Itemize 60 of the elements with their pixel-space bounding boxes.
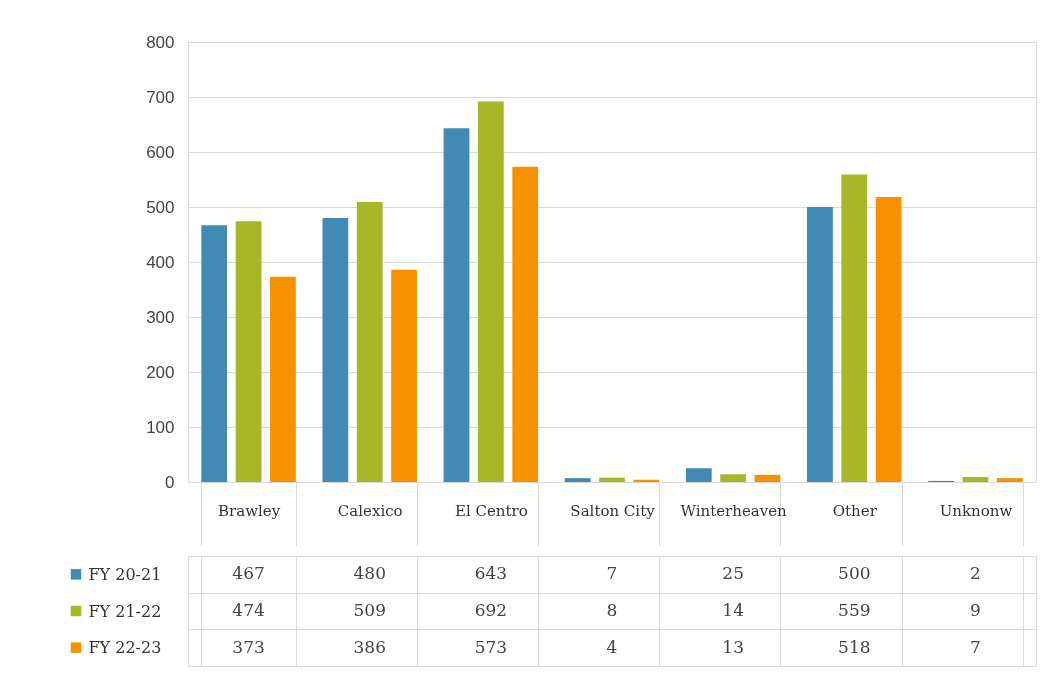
data-label: 500 bbox=[838, 563, 871, 584]
data-label: 9 bbox=[970, 600, 981, 620]
bar bbox=[720, 474, 747, 482]
data-label: 518 bbox=[838, 636, 871, 657]
y-tick-label: 500 bbox=[146, 197, 175, 217]
data-label: 2 bbox=[970, 563, 981, 584]
bar bbox=[356, 202, 383, 482]
x-tick-label: El Centro bbox=[454, 501, 528, 520]
legend-label: FY 21-22 bbox=[88, 601, 162, 621]
y-tick-label: 100 bbox=[146, 417, 175, 437]
data-label: 25 bbox=[722, 563, 744, 584]
data-label: 14 bbox=[722, 600, 744, 620]
bar bbox=[270, 276, 296, 482]
bar bbox=[322, 218, 349, 482]
x-tick-label: Brawley bbox=[218, 501, 281, 520]
legend-label: FY 20-21 bbox=[88, 564, 162, 584]
bar bbox=[391, 269, 417, 482]
x-tick-label: Salton City bbox=[570, 501, 656, 520]
data-label: 573 bbox=[474, 636, 508, 657]
data-label: 7 bbox=[970, 636, 981, 657]
bar bbox=[807, 207, 833, 482]
y-tick-label: 300 bbox=[146, 307, 175, 327]
bar bbox=[841, 174, 868, 482]
data-label: 4 bbox=[606, 636, 618, 657]
data-label: 7 bbox=[606, 563, 618, 584]
data-label: 643 bbox=[474, 563, 508, 584]
y-tick-label: 0 bbox=[165, 472, 175, 492]
x-tick-label: Calexico bbox=[337, 501, 403, 520]
bar bbox=[235, 221, 262, 482]
data-label: 386 bbox=[353, 636, 386, 657]
y-tick-label: 200 bbox=[146, 362, 175, 382]
bar bbox=[962, 477, 989, 482]
data-label: 8 bbox=[606, 600, 618, 620]
bar bbox=[754, 474, 781, 482]
y-tick-label: 600 bbox=[146, 142, 175, 162]
data-label: 467 bbox=[232, 563, 265, 584]
data-label: 559 bbox=[838, 600, 871, 620]
data-label: 474 bbox=[232, 600, 265, 620]
bar bbox=[599, 477, 625, 482]
x-tick-label: Winterheaven bbox=[680, 501, 788, 520]
y-tick-label: 700 bbox=[146, 87, 175, 107]
data-label: 509 bbox=[353, 600, 386, 620]
bar bbox=[512, 166, 539, 482]
data-label: 480 bbox=[353, 563, 386, 584]
legend-label: FY 22-23 bbox=[88, 638, 162, 658]
bar bbox=[443, 128, 470, 482]
data-label: 692 bbox=[474, 600, 508, 620]
bar bbox=[875, 197, 902, 482]
bar bbox=[633, 479, 660, 482]
y-tick-label: 800 bbox=[146, 32, 175, 52]
y-tick-label: 400 bbox=[146, 252, 175, 272]
bar bbox=[201, 225, 228, 482]
data-label: 373 bbox=[232, 636, 265, 657]
bar bbox=[996, 478, 1023, 482]
x-tick-label: Unknonw bbox=[939, 501, 1013, 520]
bar bbox=[564, 478, 591, 482]
data-label: 13 bbox=[722, 636, 744, 657]
bar bbox=[477, 101, 504, 482]
x-tick-label: Other bbox=[832, 501, 878, 520]
bar bbox=[685, 468, 712, 482]
